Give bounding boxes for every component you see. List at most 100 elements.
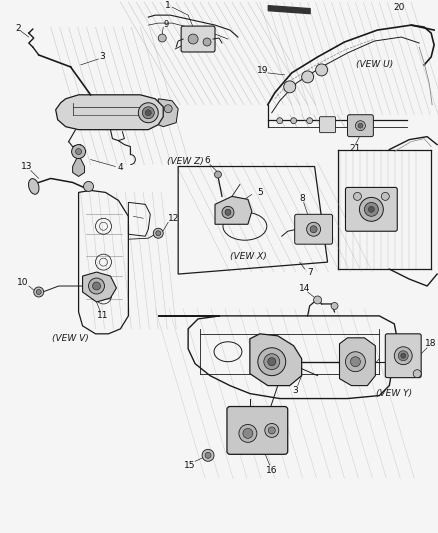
Circle shape bbox=[88, 278, 104, 294]
Text: 1: 1 bbox=[256, 343, 262, 352]
FancyBboxPatch shape bbox=[347, 115, 372, 136]
Text: 7: 7 bbox=[306, 268, 312, 277]
Circle shape bbox=[222, 206, 233, 219]
Circle shape bbox=[263, 354, 279, 370]
Circle shape bbox=[257, 348, 285, 376]
Circle shape bbox=[313, 296, 321, 304]
Polygon shape bbox=[249, 334, 301, 385]
Polygon shape bbox=[82, 272, 116, 302]
Text: (VEW V): (VEW V) bbox=[52, 334, 89, 343]
Text: 17: 17 bbox=[363, 366, 374, 375]
Polygon shape bbox=[56, 95, 163, 130]
Text: (VEW Y): (VEW Y) bbox=[375, 389, 411, 398]
Circle shape bbox=[367, 206, 374, 212]
Text: 13: 13 bbox=[21, 162, 32, 171]
Circle shape bbox=[83, 181, 93, 191]
Circle shape bbox=[36, 289, 41, 295]
Circle shape bbox=[214, 171, 221, 178]
FancyBboxPatch shape bbox=[294, 214, 332, 244]
Circle shape bbox=[267, 358, 275, 366]
Circle shape bbox=[138, 103, 158, 123]
Circle shape bbox=[397, 351, 407, 361]
Circle shape bbox=[412, 370, 420, 378]
Circle shape bbox=[306, 222, 320, 236]
Circle shape bbox=[201, 449, 214, 461]
Text: X: X bbox=[325, 122, 329, 128]
Circle shape bbox=[268, 427, 275, 434]
Circle shape bbox=[203, 38, 211, 46]
Ellipse shape bbox=[28, 179, 39, 194]
Circle shape bbox=[153, 228, 163, 238]
Text: 11: 11 bbox=[96, 311, 108, 320]
Text: 21: 21 bbox=[349, 144, 360, 153]
Polygon shape bbox=[215, 196, 251, 224]
Circle shape bbox=[92, 282, 100, 290]
Text: 15: 15 bbox=[184, 461, 195, 470]
Text: 16: 16 bbox=[265, 466, 277, 475]
Circle shape bbox=[355, 120, 364, 131]
Text: (VEW X): (VEW X) bbox=[229, 252, 266, 261]
Circle shape bbox=[238, 424, 256, 442]
Text: 2: 2 bbox=[15, 23, 21, 33]
Text: 1: 1 bbox=[165, 1, 171, 10]
Circle shape bbox=[276, 118, 282, 124]
Circle shape bbox=[155, 231, 160, 236]
Circle shape bbox=[264, 423, 278, 438]
Circle shape bbox=[242, 429, 252, 438]
Text: V: V bbox=[319, 67, 323, 72]
Circle shape bbox=[145, 110, 151, 116]
Text: 6: 6 bbox=[204, 156, 209, 165]
Circle shape bbox=[34, 287, 44, 297]
Circle shape bbox=[164, 105, 172, 113]
Text: 9: 9 bbox=[163, 20, 169, 29]
FancyBboxPatch shape bbox=[226, 407, 287, 454]
Text: 8: 8 bbox=[299, 194, 305, 203]
Circle shape bbox=[283, 81, 295, 93]
Circle shape bbox=[353, 192, 360, 200]
Text: 5: 5 bbox=[256, 188, 262, 197]
Text: Y: Y bbox=[305, 75, 309, 79]
Circle shape bbox=[309, 226, 316, 233]
Text: (VEW U): (VEW U) bbox=[355, 60, 392, 69]
Text: 19: 19 bbox=[257, 67, 268, 75]
Text: 14: 14 bbox=[298, 284, 310, 293]
Text: 4: 4 bbox=[117, 163, 123, 172]
Text: (VEW Z): (VEW Z) bbox=[166, 157, 203, 166]
Text: 3: 3 bbox=[99, 52, 105, 61]
Text: 3: 3 bbox=[291, 386, 297, 395]
Circle shape bbox=[364, 203, 378, 216]
Polygon shape bbox=[72, 158, 85, 176]
FancyBboxPatch shape bbox=[385, 334, 420, 378]
Circle shape bbox=[393, 347, 411, 365]
Circle shape bbox=[345, 352, 364, 372]
Circle shape bbox=[359, 197, 382, 221]
Circle shape bbox=[75, 149, 81, 155]
Text: 12: 12 bbox=[167, 214, 178, 223]
Circle shape bbox=[381, 192, 389, 200]
Circle shape bbox=[330, 302, 337, 310]
Text: 18: 18 bbox=[424, 340, 436, 348]
Circle shape bbox=[324, 118, 330, 124]
Text: 20: 20 bbox=[393, 3, 404, 12]
Text: Z: Z bbox=[287, 84, 291, 90]
Text: 10: 10 bbox=[17, 278, 28, 287]
FancyBboxPatch shape bbox=[319, 117, 335, 133]
FancyBboxPatch shape bbox=[181, 26, 215, 52]
Circle shape bbox=[306, 118, 312, 124]
Circle shape bbox=[205, 453, 211, 458]
Circle shape bbox=[188, 34, 198, 44]
Circle shape bbox=[142, 107, 154, 119]
Circle shape bbox=[158, 34, 166, 42]
Circle shape bbox=[315, 64, 327, 76]
Circle shape bbox=[71, 144, 85, 158]
FancyBboxPatch shape bbox=[345, 188, 396, 231]
Circle shape bbox=[400, 353, 405, 358]
Circle shape bbox=[301, 71, 313, 83]
Circle shape bbox=[224, 209, 230, 215]
Circle shape bbox=[357, 123, 362, 128]
Circle shape bbox=[290, 118, 296, 124]
Text: 2: 2 bbox=[362, 343, 367, 352]
Polygon shape bbox=[339, 338, 374, 385]
Circle shape bbox=[350, 357, 360, 367]
Polygon shape bbox=[158, 99, 178, 127]
